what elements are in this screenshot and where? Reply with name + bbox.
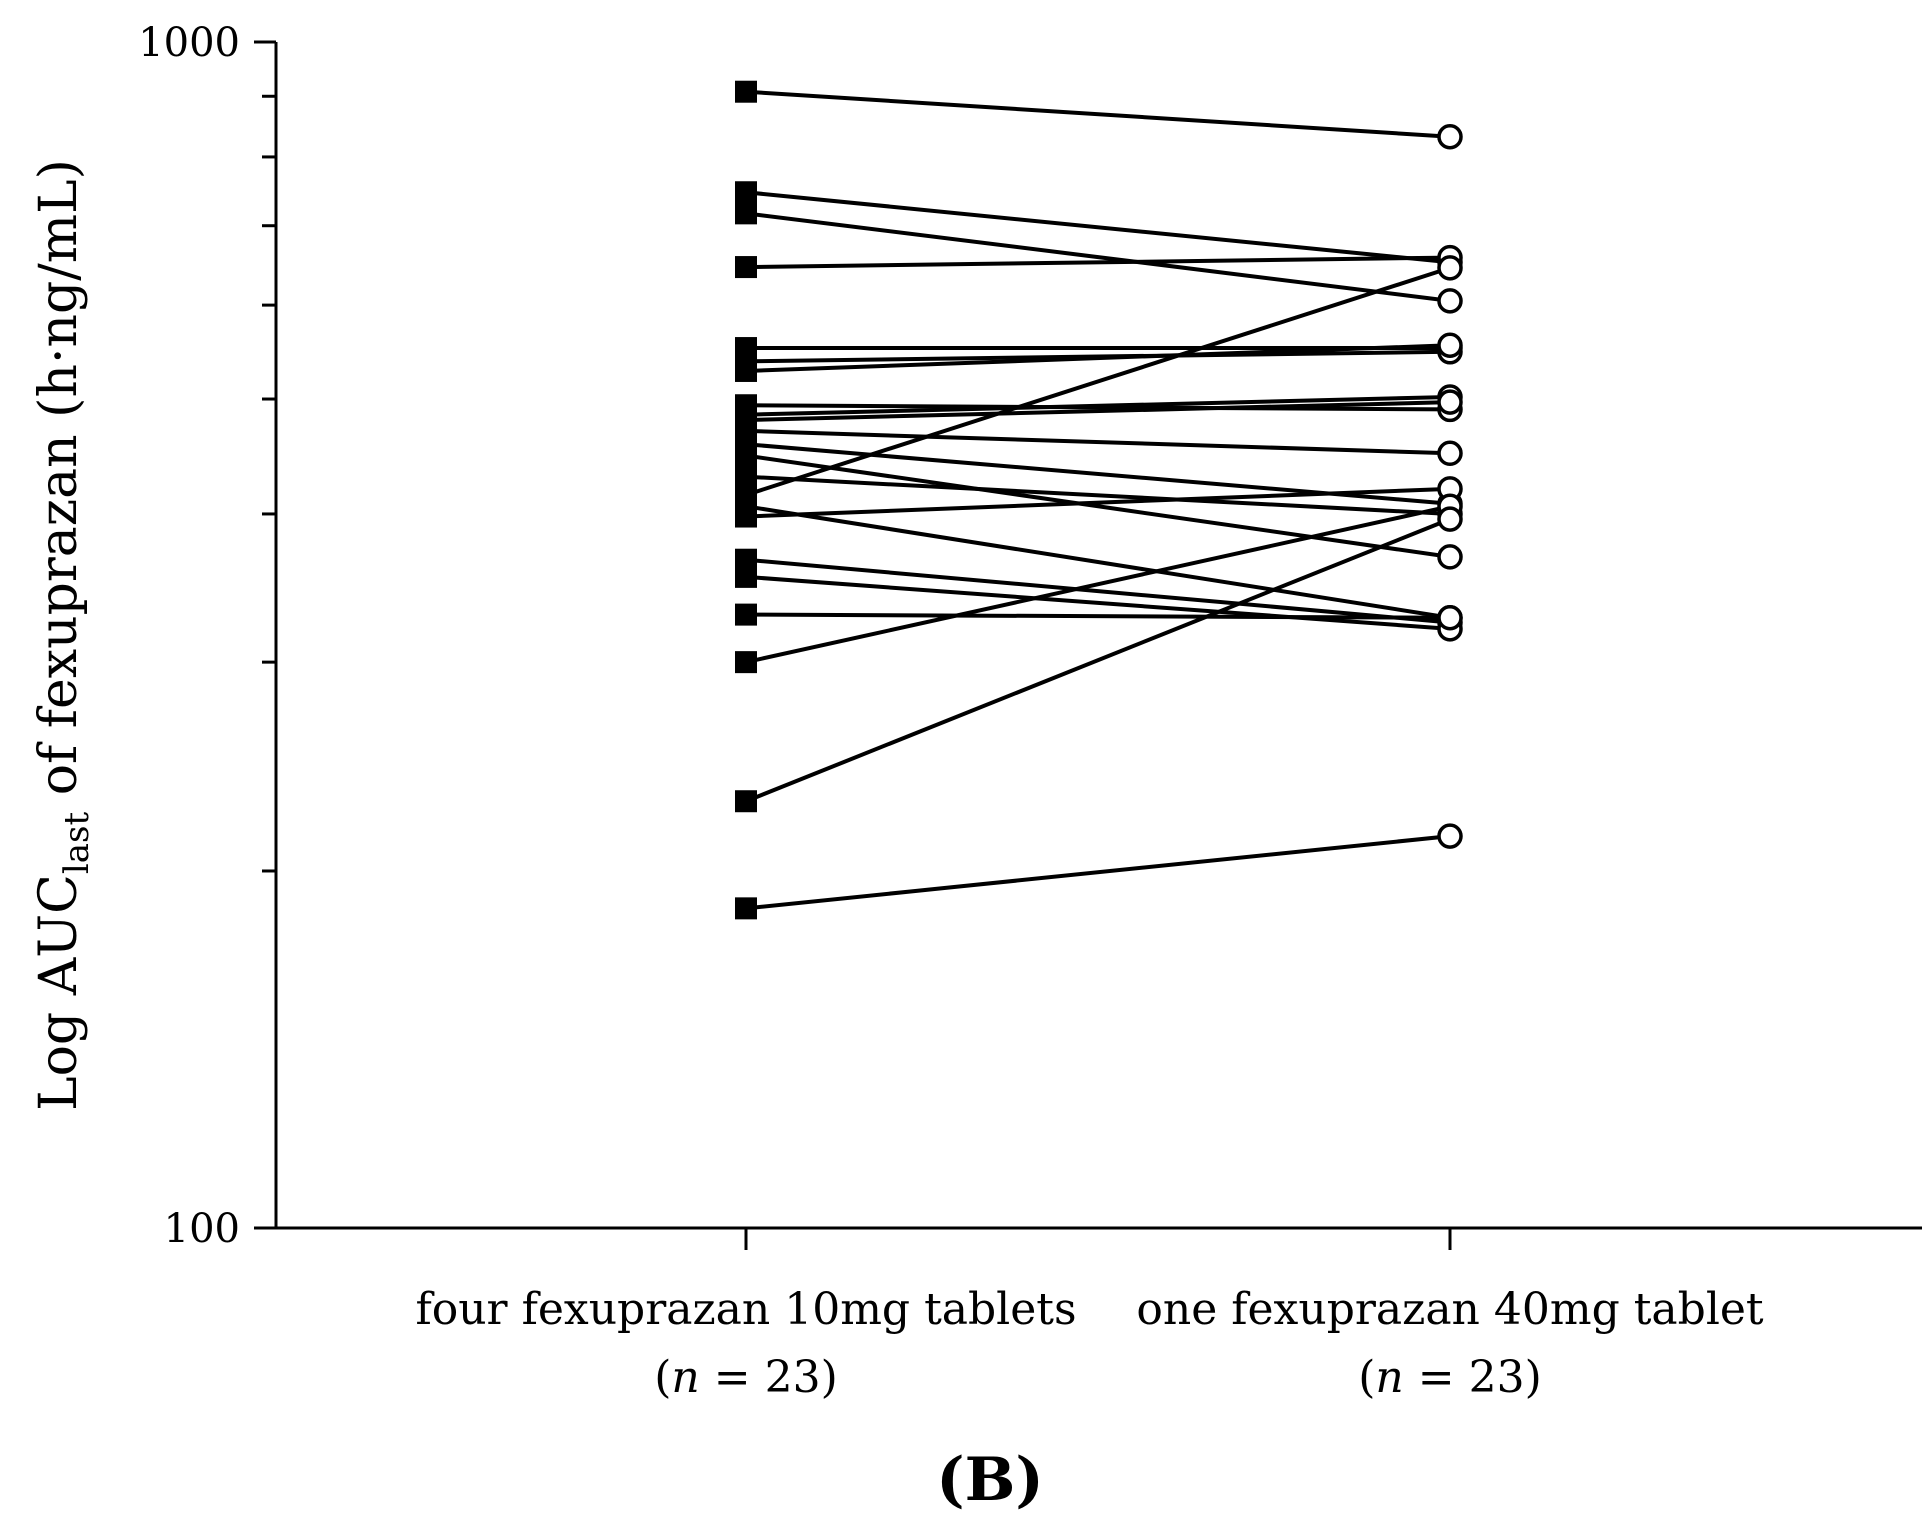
point-four-tablets-19 <box>735 565 757 588</box>
point-four-tablets-20 <box>735 603 757 626</box>
point-four-tablets-2 <box>735 181 757 204</box>
point-one-tablet-1 <box>1437 123 1463 150</box>
point-one-tablet-23 <box>1437 823 1463 849</box>
x-category-label-one-tablet: one fexuprazan 40mg tablet <box>1136 1284 1764 1335</box>
y-tick-label-1000: 1000 <box>138 20 240 66</box>
point-four-tablets-1 <box>735 80 757 103</box>
point-one-tablet-15 <box>1437 255 1463 281</box>
point-one-tablet-20 <box>1437 604 1463 631</box>
point-four-tablets-18 <box>735 548 757 571</box>
y-axis-label-subscript: last <box>57 812 97 875</box>
subject-line-2 <box>745 190 1451 265</box>
point-four-tablets-17 <box>735 505 757 528</box>
subject-line-15 <box>745 265 1451 497</box>
point-one-tablet-3 <box>1437 288 1463 314</box>
subject-line-14 <box>745 474 1451 516</box>
y-minor-ticks <box>262 94 276 873</box>
point-one-tablet-13 <box>1437 544 1463 570</box>
point-four-tablets-23 <box>735 897 757 920</box>
subject-line-4 <box>745 255 1451 270</box>
subject-line-10 <box>745 400 1451 423</box>
subject-line-11 <box>745 428 1451 456</box>
category-labels: four fexuprazan 10mg tablets (n = 23) on… <box>415 1284 1763 1403</box>
n-open-paren: ( <box>1358 1352 1375 1403</box>
point-four-tablets-7 <box>735 359 757 382</box>
subject-line-21 <box>745 504 1451 665</box>
panel-label: (B) <box>936 1445 1044 1515</box>
n-open-paren: ( <box>654 1352 671 1403</box>
point-four-tablets-21 <box>735 651 757 674</box>
point-four-tablets-4 <box>735 256 757 279</box>
subject-line-22 <box>745 517 1451 804</box>
n-count: = 23) <box>700 1352 838 1403</box>
panel-label-close: ) <box>1015 1445 1043 1515</box>
subject-lines <box>745 89 1451 911</box>
x-category-n-four-tablets: (n = 23) <box>654 1352 838 1403</box>
subject-line-7 <box>745 343 1451 373</box>
subject-line-17 <box>745 486 1451 519</box>
n-italic: n <box>1375 1352 1403 1403</box>
markers-one-tablet <box>1437 123 1463 849</box>
subject-line-20 <box>745 612 1451 620</box>
point-four-tablets-13 <box>735 444 757 467</box>
x-axis <box>276 1226 1922 1250</box>
subject-line-16 <box>745 504 1451 620</box>
subject-line-18 <box>745 557 1451 625</box>
y-axis-label: Log AUClast of fexuprazan (h·ng/mL) <box>29 159 97 1111</box>
x-category-label-four-tablets: four fexuprazan 10mg tablets <box>415 1284 1076 1335</box>
y-tick-label-100: 100 <box>164 1206 240 1252</box>
panel-label-open: ( <box>936 1445 964 1515</box>
point-one-tablet-22 <box>1437 506 1463 532</box>
point-one-tablet-11 <box>1437 440 1463 467</box>
subject-line-1 <box>745 89 1451 139</box>
markers-four-tablets <box>735 80 757 920</box>
point-four-tablets-3 <box>735 202 757 225</box>
y-axis-label-suffix: of fexuprazan (h·ng/mL) <box>29 159 89 812</box>
panel-label-letter: B <box>965 1445 1016 1515</box>
point-one-tablet-7 <box>1437 332 1463 359</box>
subject-line-23 <box>745 834 1451 911</box>
n-italic: n <box>671 1352 699 1403</box>
x-category-n-one-tablet: (n = 23) <box>1358 1352 1542 1403</box>
y-axis-label-main: Log AUC <box>29 874 89 1111</box>
point-one-tablet-10 <box>1437 389 1463 415</box>
subject-line-19 <box>745 574 1451 631</box>
point-four-tablets-14 <box>735 465 757 488</box>
y-axis: 1000 100 <box>138 20 278 1252</box>
subject-line-9 <box>745 394 1451 417</box>
n-count: = 23) <box>1404 1352 1542 1403</box>
subject-line-3 <box>745 211 1451 303</box>
point-four-tablets-22 <box>735 790 757 813</box>
subject-line-13 <box>745 453 1451 559</box>
